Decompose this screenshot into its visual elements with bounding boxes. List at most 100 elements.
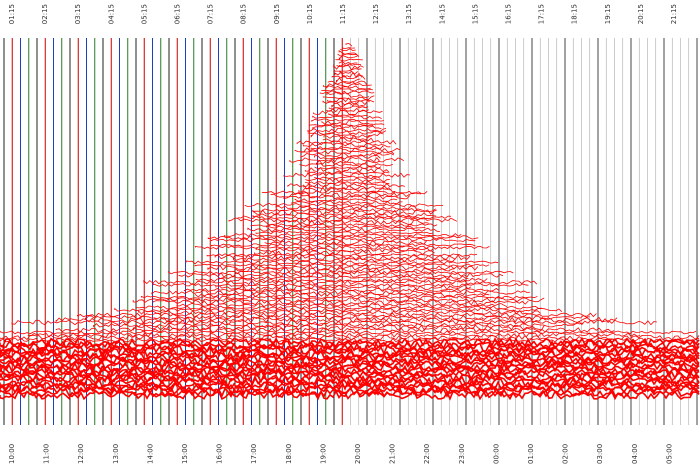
bottom-time-label: 17:00 — [250, 444, 258, 464]
trace-line — [305, 177, 390, 183]
bottom-time-label: 21:00 — [389, 444, 397, 464]
trace-line — [261, 190, 428, 195]
trace-line — [114, 307, 563, 313]
top-time-label: 09:15 — [273, 4, 281, 24]
trace-line — [338, 55, 358, 61]
trace-line — [337, 53, 360, 57]
trace-line — [314, 175, 381, 180]
trace-line — [340, 48, 356, 52]
labels: 01:15 02:15 03:15 04:15 05:15 06:15 07:15 08:15… — [8, 4, 678, 464]
trace-line — [296, 139, 397, 146]
top-time-label: 02:15 — [41, 4, 49, 24]
trace-line — [316, 159, 380, 166]
trace-line — [260, 219, 429, 226]
trace-line — [0, 389, 700, 401]
trace-line — [228, 217, 458, 223]
trace-line — [0, 382, 700, 394]
trace-line — [0, 330, 697, 335]
trace-line — [328, 105, 369, 110]
trace-line — [0, 386, 700, 399]
bottom-time-label: 10:00 — [8, 444, 16, 464]
trace — [0, 43, 700, 401]
trace-line — [333, 64, 364, 71]
trace-line — [234, 267, 455, 273]
trace-line — [214, 254, 471, 261]
top-time-label: 13:15 — [405, 4, 413, 24]
trace-line — [275, 205, 418, 210]
trace-line — [326, 91, 370, 98]
trace-line — [307, 170, 389, 175]
trace-line — [308, 123, 385, 127]
trace-line — [207, 264, 479, 271]
trace-line — [327, 80, 368, 86]
trace-line — [167, 270, 514, 275]
trace-line — [334, 71, 363, 78]
trace-line — [307, 130, 387, 135]
top-time-label: 17:15 — [538, 4, 546, 24]
trace-line — [219, 275, 469, 280]
bottom-time-label: 11:00 — [43, 444, 51, 464]
trace-line — [138, 310, 541, 315]
top-time-label: 01:15 — [8, 4, 16, 24]
bottom-time-label: 15:00 — [181, 444, 189, 464]
trace-line — [310, 145, 384, 150]
trace-line — [252, 208, 437, 212]
top-time-label: 07:15 — [207, 4, 215, 24]
trace-line — [0, 346, 700, 359]
trace-line — [244, 202, 444, 208]
trace-line — [195, 277, 488, 283]
top-time-label: 16:15 — [505, 4, 513, 24]
top-time-label: 05:15 — [140, 4, 148, 24]
trace-line — [266, 225, 426, 230]
trace-line — [270, 192, 422, 198]
bottom-time-label: 18:00 — [285, 444, 293, 464]
trace-line — [335, 58, 363, 62]
trace-line — [283, 172, 411, 178]
top-time-label: 14:15 — [438, 4, 446, 24]
top-time-label: 06:15 — [174, 4, 182, 24]
trace-line — [0, 336, 700, 348]
trace-line — [141, 295, 538, 300]
trace-line — [233, 257, 456, 263]
top-time-label: 11:15 — [339, 4, 347, 24]
trace-line — [314, 155, 381, 160]
trace-line — [207, 235, 479, 240]
top-time-label: 21:15 — [670, 4, 678, 24]
trace-line — [253, 209, 437, 216]
trace-line — [291, 200, 403, 205]
bottom-time-label: 23:00 — [458, 444, 466, 464]
trace-line — [303, 184, 391, 191]
trace-line — [331, 74, 366, 80]
trace-line — [313, 109, 383, 116]
trace-line — [178, 272, 504, 278]
trace-line — [345, 43, 353, 47]
bottom-time-label: 22:00 — [423, 444, 431, 464]
top-time-label: 10:15 — [306, 4, 314, 24]
trace-line — [136, 305, 542, 310]
trace-line — [304, 166, 390, 173]
trace-line — [185, 260, 499, 265]
trace-line — [294, 147, 401, 153]
trace-line — [55, 316, 618, 324]
trace-line — [334, 68, 362, 72]
top-time-label: 20:15 — [637, 4, 645, 24]
trace-line — [0, 371, 700, 384]
trace-line — [143, 279, 538, 286]
trace-line — [11, 319, 657, 326]
trace-line — [250, 223, 438, 227]
trace-line — [85, 314, 590, 321]
bottom-time-label: 04:00 — [631, 444, 639, 464]
trace-line — [77, 312, 597, 318]
trace-line — [215, 284, 472, 291]
trace-line — [331, 102, 365, 108]
trace-line — [325, 85, 371, 90]
top-time-label: 15:15 — [471, 4, 479, 24]
trace-line — [195, 292, 490, 298]
trace-line — [336, 77, 361, 83]
trace-line — [211, 243, 476, 247]
trace-line — [237, 215, 452, 220]
trace-line — [283, 194, 411, 200]
trace-line — [311, 118, 384, 122]
trace-line — [322, 95, 375, 100]
